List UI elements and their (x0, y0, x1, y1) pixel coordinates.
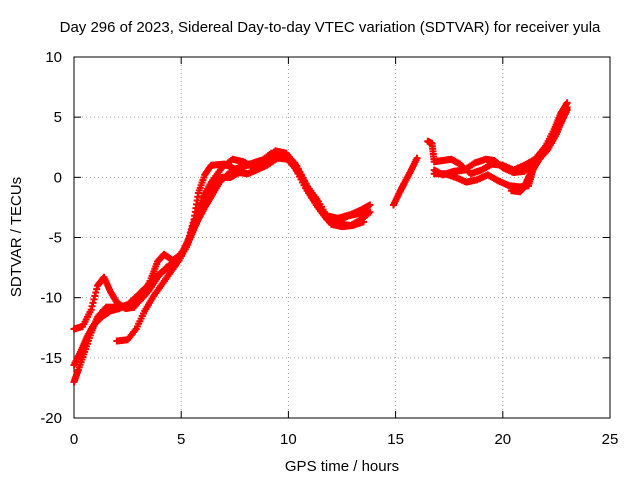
y-tick-label: 0 (54, 169, 62, 186)
data-point (365, 209, 373, 217)
x-tick-labels: 0 5 10 15 20 25 (70, 431, 619, 448)
x-tick-label: 0 (70, 431, 78, 448)
data-point (359, 218, 367, 226)
y-tick-label: -5 (49, 230, 62, 247)
x-axis-label: GPS time / hours (285, 458, 399, 475)
data-layer (70, 99, 571, 386)
y-tick-label: 10 (45, 49, 62, 66)
x-tick-label: 10 (280, 431, 297, 448)
series-track-9 (507, 166, 537, 196)
x-tick-label: 15 (387, 431, 404, 448)
data-point (529, 166, 537, 174)
chart-title: Day 296 of 2023, Sidereal Day-to-day VTE… (60, 19, 601, 36)
axis-ticks (73, 56, 611, 419)
y-tick-label: 5 (54, 109, 62, 126)
series-track-8 (430, 104, 571, 191)
data-point (413, 154, 421, 162)
y-tick-label: -10 (40, 290, 62, 307)
data-point (563, 104, 571, 112)
data-point (366, 201, 374, 209)
x-tick-label: 20 (494, 431, 511, 448)
y-tick-labels: -20 -15 -10 -5 0 5 10 (40, 49, 62, 427)
y-tick-label: -20 (40, 410, 62, 427)
series-track-5 (389, 154, 421, 209)
data-point (366, 208, 374, 216)
x-tick-label: 5 (177, 431, 185, 448)
y-tick-label: -15 (40, 350, 62, 367)
series-track-2 (70, 152, 372, 369)
x-tick-label: 25 (602, 431, 619, 448)
series-track-4 (113, 154, 367, 345)
grid (74, 57, 610, 418)
y-axis-label: SDTVAR / TECUs (8, 177, 25, 297)
